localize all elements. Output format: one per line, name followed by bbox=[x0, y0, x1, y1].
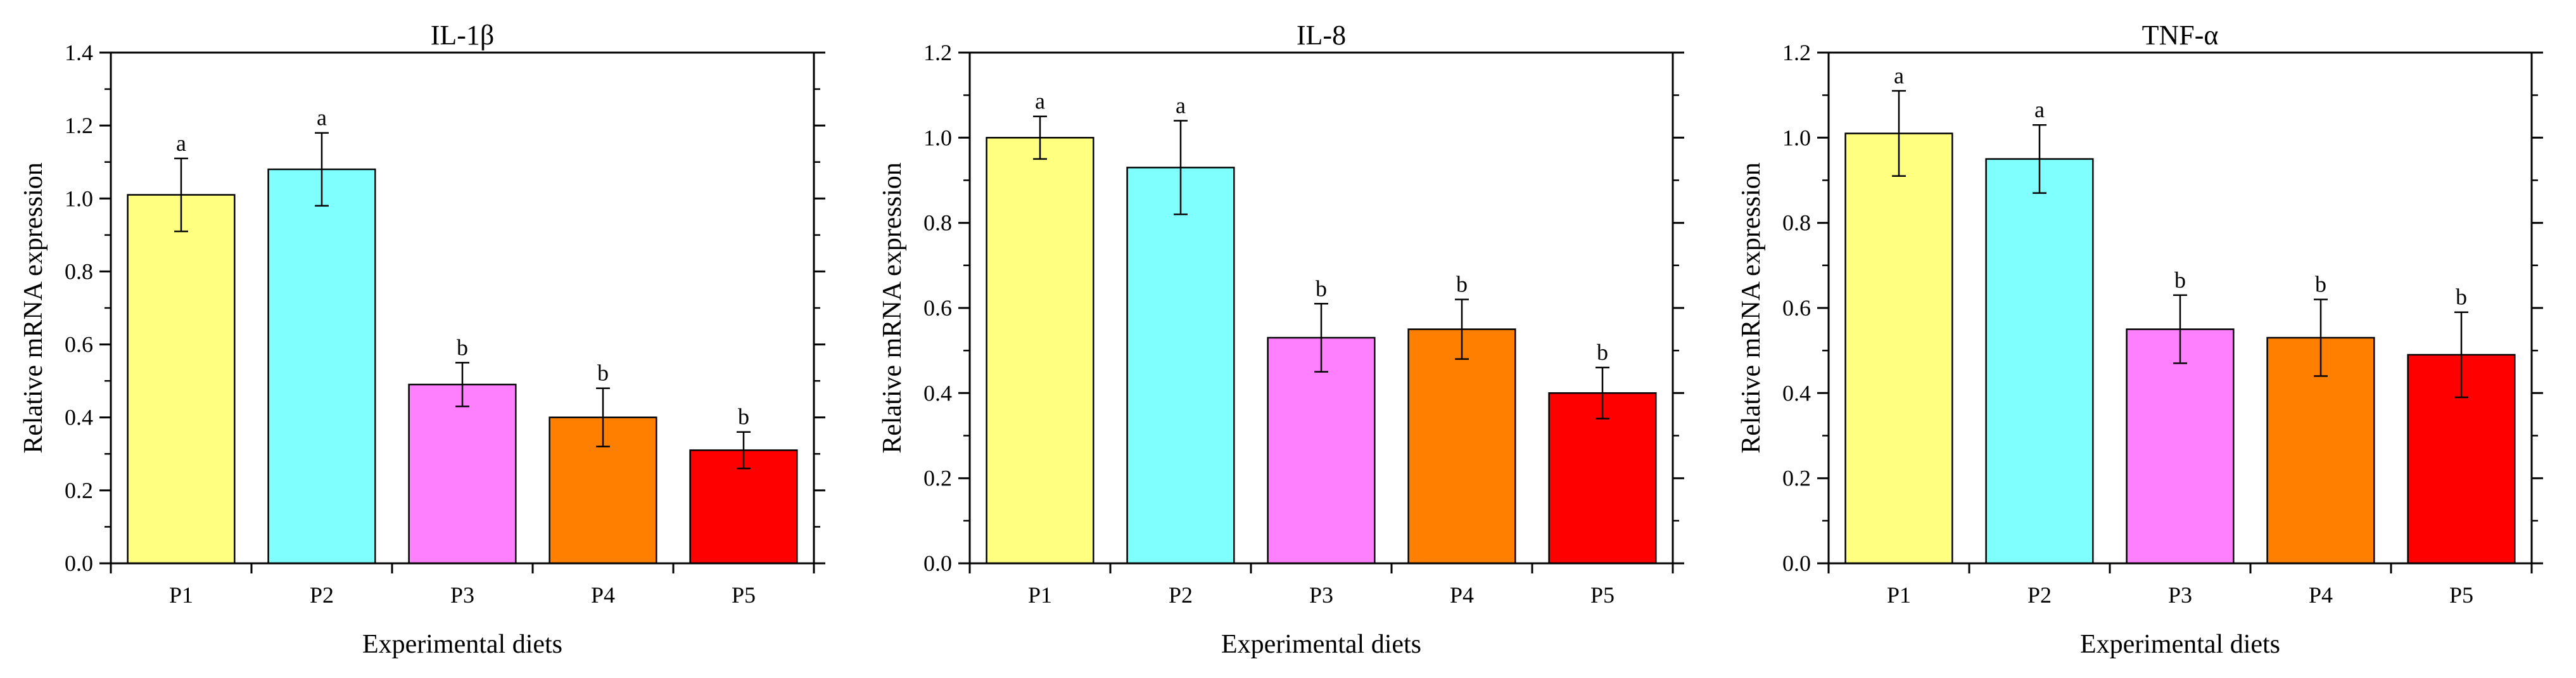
bar-p3 bbox=[2126, 328, 2235, 565]
y-axis-title: Relative mRNA expression bbox=[1737, 162, 1766, 454]
significance-letter: b bbox=[1316, 276, 1327, 301]
bar-p1 bbox=[986, 137, 1094, 565]
chart-il-8: a P1 a P2 b P3 b P4 b P5 0.0 0.2 0.4 0.6 0.8 1.0 1.2 IL-8… bbox=[878, 20, 1684, 659]
y-tick-label: 0.4 bbox=[65, 405, 93, 430]
significance-letter: b bbox=[1597, 340, 1608, 365]
y-tick-label: 1.0 bbox=[1782, 125, 1811, 150]
x-tick-label: P4 bbox=[2309, 582, 2333, 608]
y-tick-label: 1.2 bbox=[1782, 40, 1811, 65]
bar-p5 bbox=[1548, 392, 1657, 565]
bar-p2 bbox=[267, 168, 376, 565]
x-tick-label: P4 bbox=[591, 582, 615, 608]
y-tick-label: 0.8 bbox=[1782, 210, 1811, 236]
y-tick-label: 0.0 bbox=[65, 551, 93, 576]
x-tick-label: P3 bbox=[1309, 582, 1333, 608]
y-tick-label: 0.0 bbox=[1782, 551, 1811, 576]
significance-letter: b bbox=[738, 404, 749, 430]
significance-letter: b bbox=[457, 335, 468, 360]
chart-il-1b: a P1 a P2 b P3 b P4 b P5 0.0 0.2 0.4 0.6 0.8 1.0 1.2 1.4 I… bbox=[19, 20, 825, 659]
x-tick-label: P2 bbox=[2027, 582, 2052, 608]
significance-letter: b bbox=[1456, 272, 1468, 297]
x-tick-label: P5 bbox=[2449, 582, 2473, 608]
x-tick-label: P1 bbox=[1028, 582, 1052, 608]
x-tick-label: P5 bbox=[1590, 582, 1615, 608]
x-tick-label: P4 bbox=[1450, 582, 1474, 608]
significance-letter: a bbox=[1035, 89, 1045, 114]
x-axis-title: Experimental diets bbox=[362, 630, 562, 659]
significance-letter: b bbox=[2174, 267, 2186, 293]
y-tick-label: 0.4 bbox=[923, 380, 952, 406]
bar-p3 bbox=[408, 383, 517, 565]
y-tick-label: 1.0 bbox=[923, 125, 952, 150]
bar-p1 bbox=[127, 194, 236, 565]
bar-p3 bbox=[1267, 336, 1376, 565]
y-tick-label: 1.2 bbox=[65, 113, 93, 138]
significance-letter: a bbox=[1176, 93, 1186, 118]
y-tick-label: 0.2 bbox=[1782, 466, 1811, 491]
chart-tnf-a: a P1 a P2 b P3 b P4 b P5 0.0 0.2 0.4 0.6 0.8 1.0 1.2 TNF-… bbox=[1737, 20, 2543, 659]
y-tick-label: 0.4 bbox=[1782, 380, 1811, 406]
x-axis-title: Experimental diets bbox=[1221, 630, 1421, 659]
y-tick-label: 0.8 bbox=[923, 210, 952, 236]
x-tick-label: P1 bbox=[169, 582, 193, 608]
y-tick-label: 0.2 bbox=[65, 478, 93, 503]
bar-p1 bbox=[1844, 132, 1953, 565]
chart-title: IL-8 bbox=[1297, 20, 1346, 51]
y-tick-label: 1.0 bbox=[65, 186, 93, 211]
significance-letter: a bbox=[2034, 97, 2045, 122]
y-axis-title: Relative mRNA expression bbox=[878, 162, 907, 454]
bar-p2 bbox=[1126, 167, 1235, 565]
x-tick-label: P1 bbox=[1887, 582, 1911, 608]
bar-p4 bbox=[1407, 328, 1516, 565]
y-tick-label: 0.6 bbox=[923, 295, 952, 321]
significance-letter: b bbox=[2315, 272, 2326, 297]
significance-letter: a bbox=[1894, 63, 1904, 88]
significance-letter: a bbox=[176, 131, 186, 156]
x-tick-label: P2 bbox=[310, 582, 334, 608]
y-tick-label: 0.6 bbox=[1782, 295, 1811, 321]
chart-title: IL-1β bbox=[431, 20, 495, 51]
x-tick-label: P3 bbox=[2168, 582, 2192, 608]
y-tick-label: 1.2 bbox=[923, 40, 952, 65]
significance-letter: b bbox=[597, 361, 609, 386]
y-axis-title: Relative mRNA expression bbox=[19, 162, 48, 454]
x-tick-label: P5 bbox=[732, 582, 756, 608]
significance-letter: b bbox=[2456, 285, 2467, 310]
x-tick-label: P3 bbox=[450, 582, 474, 608]
bar-p2 bbox=[1985, 158, 2094, 565]
significance-letter: a bbox=[317, 105, 327, 131]
y-tick-label: 0.8 bbox=[65, 259, 93, 284]
y-tick-label: 0.0 bbox=[923, 551, 952, 576]
x-tick-label: P2 bbox=[1169, 582, 1193, 608]
y-tick-label: 1.4 bbox=[65, 40, 93, 65]
x-axis-title: Experimental diets bbox=[2080, 630, 2280, 659]
y-tick-label: 0.6 bbox=[65, 332, 93, 357]
chart-title: TNF-α bbox=[2142, 20, 2219, 51]
y-tick-label: 0.2 bbox=[923, 466, 952, 491]
